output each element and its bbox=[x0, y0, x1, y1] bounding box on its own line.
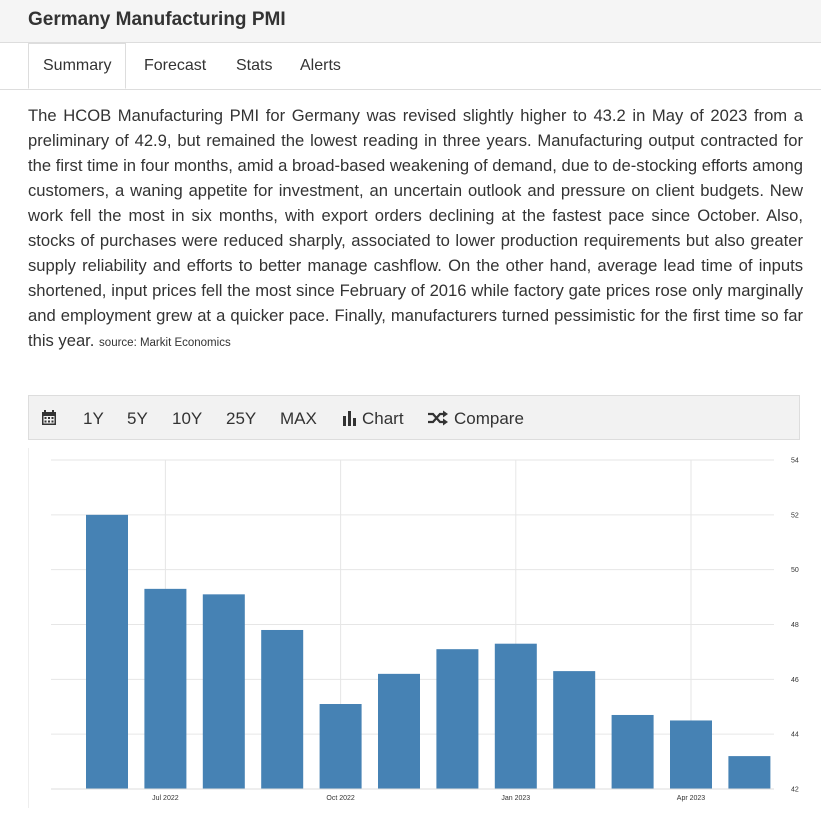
summary-paragraph: The HCOB Manufacturing PMI for Germany w… bbox=[28, 103, 803, 356]
bar bbox=[611, 714, 654, 789]
x-tick-label: Jul 2022 bbox=[152, 795, 179, 802]
range-10y-button[interactable]: 10Y bbox=[172, 409, 203, 428]
bar bbox=[553, 671, 596, 789]
page-title: Germany Manufacturing PMI bbox=[28, 9, 286, 30]
bar bbox=[494, 643, 537, 789]
chart-type-label: Chart bbox=[362, 409, 404, 428]
y-tick-label: 44 bbox=[791, 732, 799, 739]
compare-label: Compare bbox=[454, 409, 524, 428]
y-tick-label: 48 bbox=[791, 622, 799, 629]
summary-text: The HCOB Manufacturing PMI for Germany w… bbox=[28, 106, 803, 350]
calendar-icon[interactable] bbox=[41, 396, 59, 441]
bar bbox=[378, 673, 420, 789]
tab-bar: Summary Forecast Stats Alerts bbox=[0, 43, 821, 90]
compare-button[interactable]: Compare bbox=[427, 396, 524, 441]
source-note: source: Markit Economics bbox=[99, 337, 231, 349]
shuffle-icon bbox=[428, 410, 448, 426]
y-tick-label: 42 bbox=[791, 787, 799, 794]
x-tick-label: Apr 2023 bbox=[677, 795, 706, 802]
bar bbox=[261, 629, 304, 789]
tab-forecast[interactable]: Forecast bbox=[144, 57, 207, 74]
y-tick-label: 50 bbox=[791, 567, 799, 574]
pmi-bar-chart: 42 44 46 48 50 52 54 Jul 2022 Oct 2022 Jan 2023 Ap… bbox=[51, 458, 799, 802]
bar bbox=[202, 594, 245, 789]
y-tick-label: 52 bbox=[791, 512, 799, 519]
bar bbox=[728, 756, 771, 789]
range-1y-button[interactable]: 1Y bbox=[83, 409, 104, 428]
chart-area: 42 44 46 48 50 52 54 Jul 2022 Oct 2022 Jan 2023 Ap… bbox=[28, 448, 804, 808]
bar bbox=[86, 514, 128, 789]
bar bbox=[670, 720, 712, 789]
chart-toolbar: 1Y 5Y 10Y 25Y MAX Chart Compare bbox=[28, 395, 800, 440]
title-bar: Germany Manufacturing PMI bbox=[0, 0, 821, 43]
range-25y-button[interactable]: 25Y bbox=[226, 409, 257, 428]
bar-chart-icon bbox=[343, 411, 356, 426]
tab-summary[interactable]: Summary bbox=[28, 43, 127, 89]
tab-alerts[interactable]: Alerts bbox=[300, 57, 341, 74]
chart-type-button[interactable]: Chart bbox=[342, 396, 404, 441]
bar bbox=[436, 649, 479, 789]
tab-stats[interactable]: Stats bbox=[236, 57, 273, 74]
x-tick-label: Oct 2022 bbox=[326, 795, 355, 802]
x-tick-label: Jan 2023 bbox=[501, 795, 530, 802]
bar bbox=[144, 588, 187, 789]
range-5y-button[interactable]: 5Y bbox=[127, 409, 148, 428]
bar bbox=[319, 704, 362, 789]
y-tick-label: 54 bbox=[791, 458, 799, 465]
range-max-button[interactable]: MAX bbox=[280, 409, 317, 428]
y-tick-label: 46 bbox=[791, 677, 799, 684]
